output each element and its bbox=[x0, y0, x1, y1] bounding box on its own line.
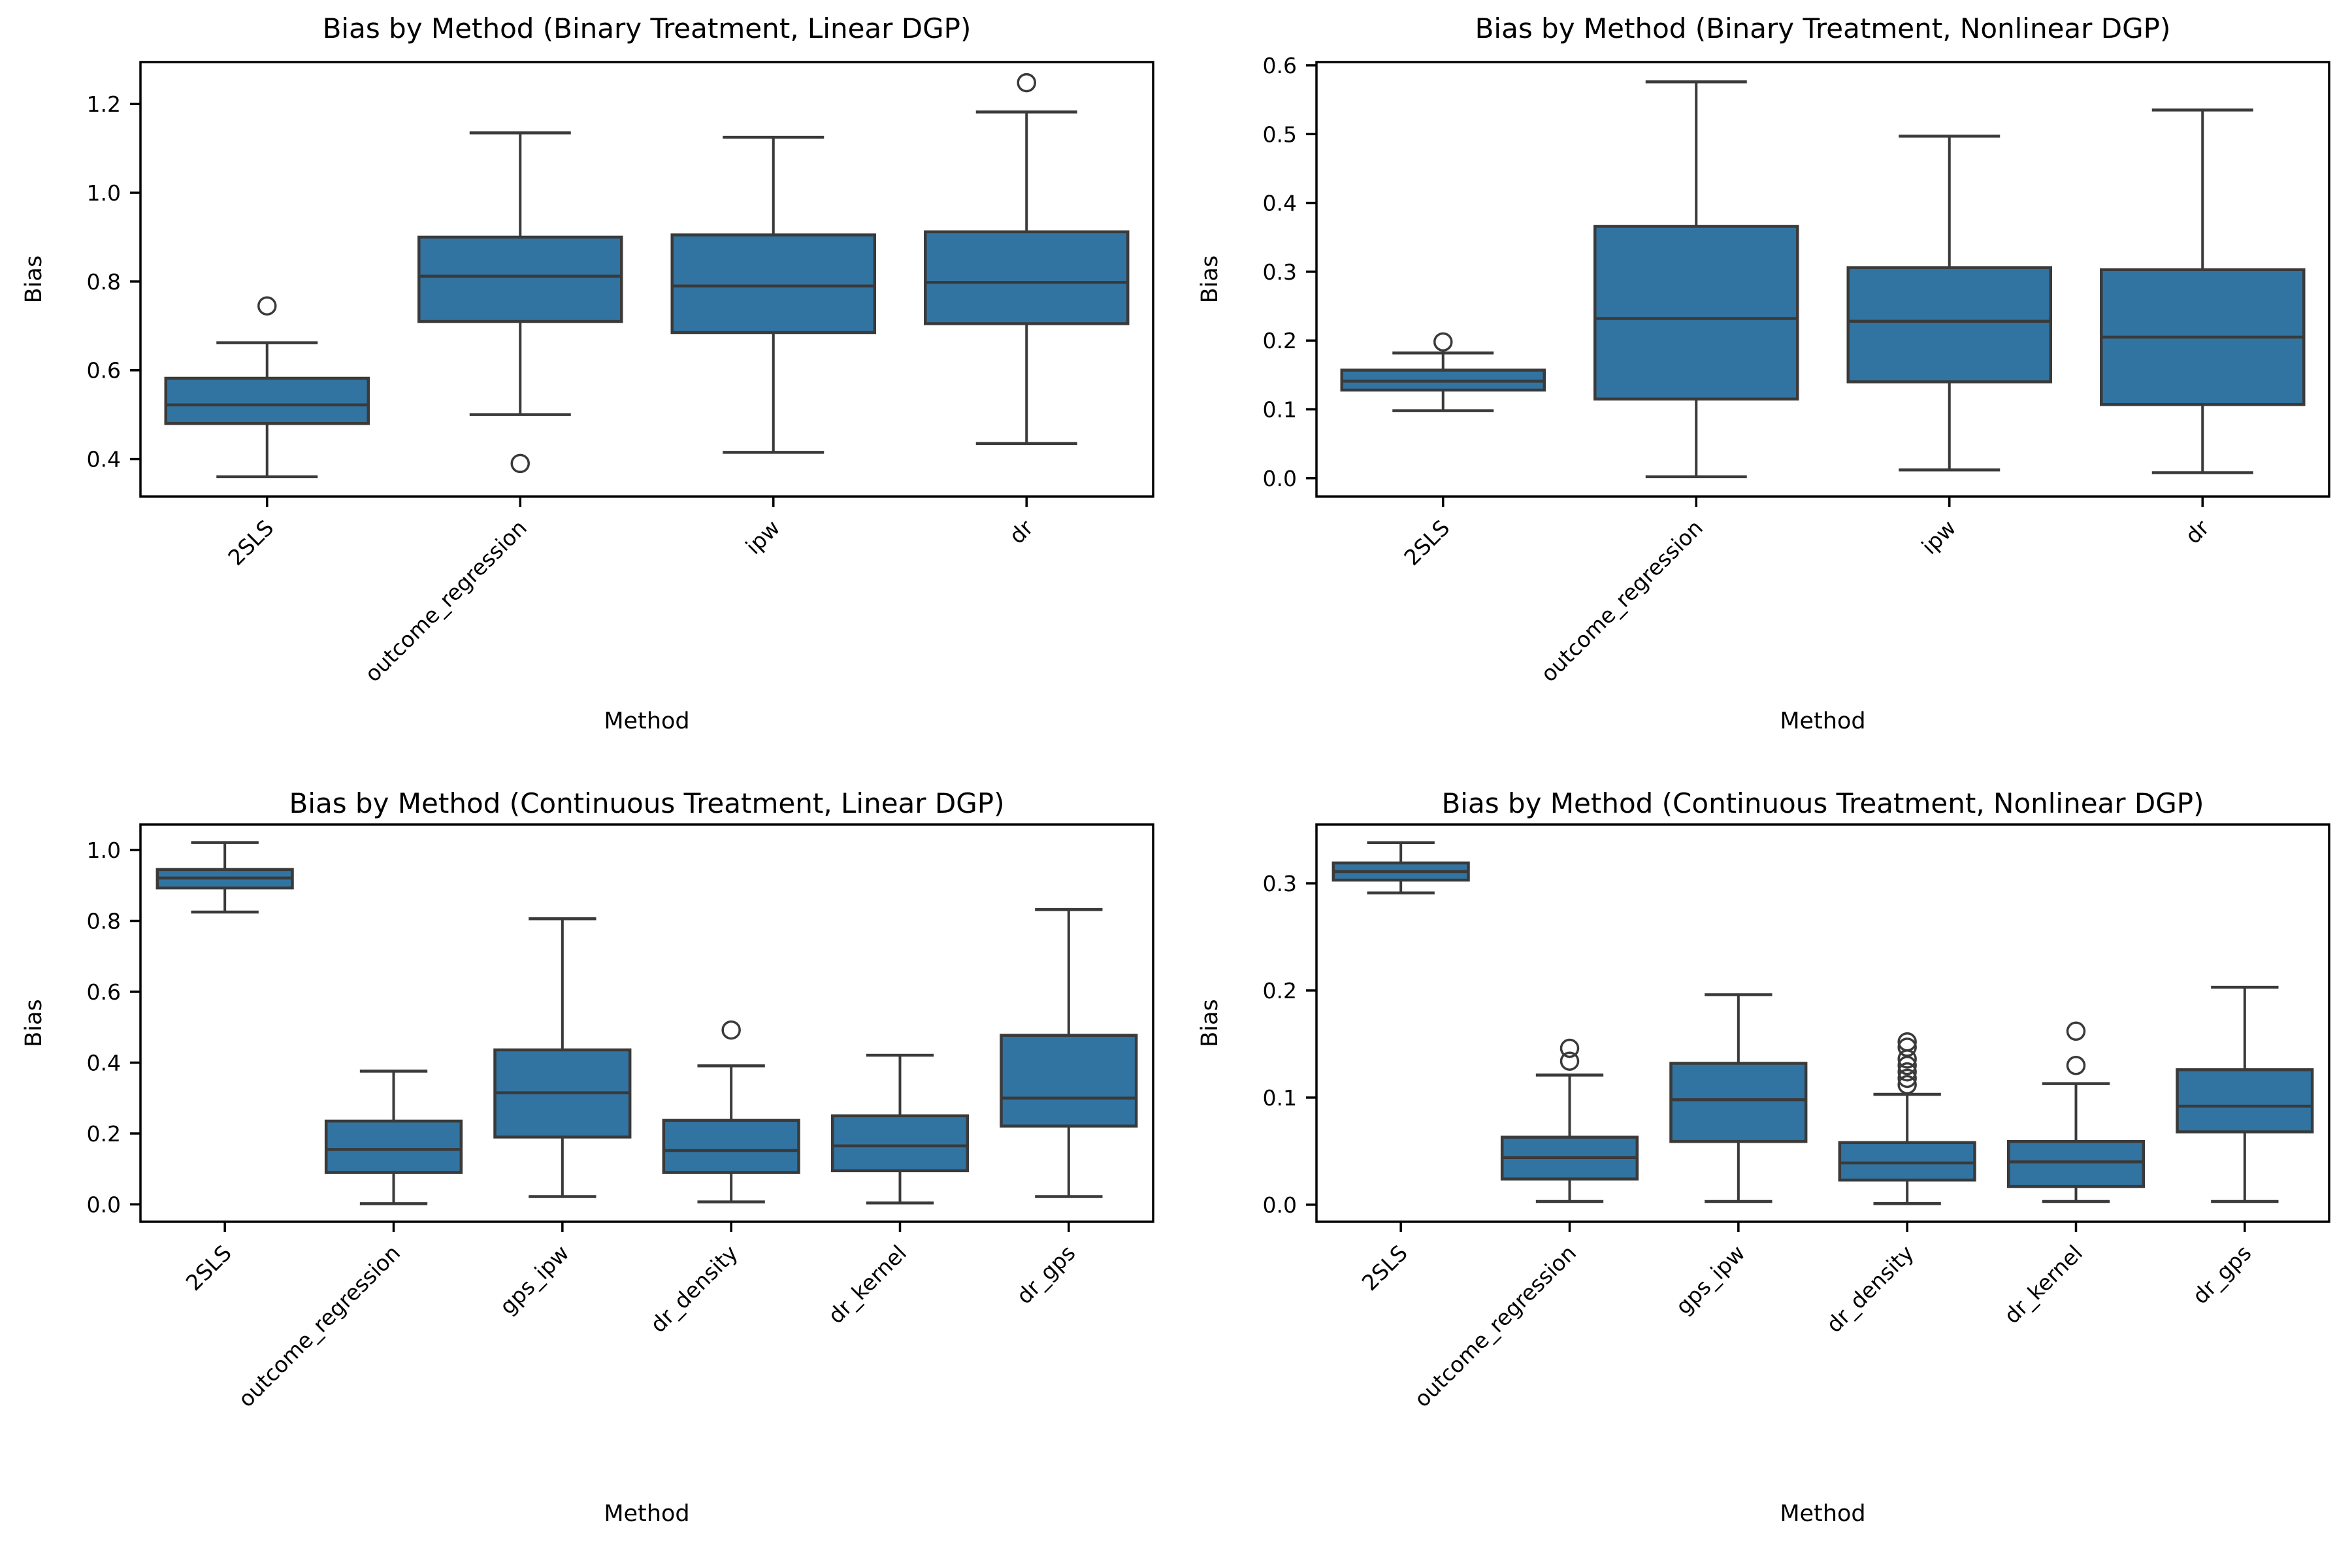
box-group bbox=[670, 135, 876, 454]
axes-frame bbox=[1315, 61, 2330, 498]
y-tick-label: 0.6 bbox=[1263, 53, 1297, 78]
outlier-point bbox=[1897, 1075, 1917, 1095]
y-tick-label: 0.0 bbox=[87, 1192, 121, 1217]
y-tick-label: 0.6 bbox=[87, 358, 121, 384]
y-tick-label: 0.1 bbox=[1263, 1085, 1297, 1111]
chart-title: Bias by Method (Binary Treatment, Linear… bbox=[323, 12, 972, 44]
y-tick-label: 0.8 bbox=[87, 909, 121, 934]
box-group bbox=[1000, 907, 1138, 1198]
outlier-point bbox=[1897, 1037, 1917, 1057]
outlier-point bbox=[1560, 1051, 1580, 1071]
box-group bbox=[830, 1053, 970, 1205]
subplot-continuous-linear: Bias by Method (Continuous Treatment, Li… bbox=[0, 784, 1176, 1568]
box bbox=[1669, 1062, 1808, 1143]
figure-background bbox=[1176, 784, 2352, 1568]
outlier-point bbox=[1433, 332, 1453, 352]
y-axis-label: Bias bbox=[1197, 255, 1223, 303]
box-group bbox=[493, 917, 632, 1198]
box-group bbox=[2006, 1021, 2146, 1203]
outlier-point bbox=[1560, 1038, 1580, 1058]
y-tick-label: 0.4 bbox=[1263, 191, 1297, 216]
box-group bbox=[662, 1020, 800, 1203]
chart-title: Bias by Method (Binary Treatment, Nonlin… bbox=[1475, 12, 2171, 44]
box-group bbox=[1846, 135, 2052, 472]
subplot-binary-nonlinear: Bias by Method (Binary Treatment, Nonlin… bbox=[1176, 0, 2352, 784]
box-group bbox=[155, 841, 294, 914]
y-tick-label: 0.6 bbox=[87, 979, 121, 1005]
outlier-point bbox=[1897, 1062, 1917, 1082]
y-axis-label: Bias bbox=[21, 255, 47, 303]
box-group bbox=[1340, 332, 1546, 412]
chart-title: Bias by Method (Continuous Treatment, No… bbox=[1441, 787, 2204, 819]
outlier-point bbox=[1897, 1032, 1917, 1052]
x-axis-label: Method bbox=[604, 1501, 689, 1527]
axes-frame bbox=[139, 823, 1154, 1223]
y-tick-label: 0.2 bbox=[87, 1121, 121, 1147]
box bbox=[164, 376, 370, 425]
y-axis-label: Bias bbox=[1197, 999, 1223, 1047]
x-axis-label: Method bbox=[1780, 708, 1865, 734]
box bbox=[662, 1119, 800, 1174]
y-tick-label: 0.2 bbox=[1263, 328, 1297, 353]
box-group bbox=[1669, 993, 1808, 1203]
boxplot-svg: Bias by Method (Continuous Treatment, Li… bbox=[0, 784, 1176, 1568]
subplot-continuous-nonlinear: Bias by Method (Continuous Treatment, No… bbox=[1176, 784, 2352, 1568]
box-group bbox=[1593, 80, 1799, 479]
y-tick-label: 0.3 bbox=[1263, 259, 1297, 285]
axes-frame bbox=[1315, 823, 2330, 1223]
box-group bbox=[1838, 1032, 1976, 1205]
outlier-point bbox=[2066, 1056, 2086, 1075]
box bbox=[670, 233, 876, 335]
outlier-point bbox=[257, 296, 277, 316]
box bbox=[1593, 225, 1799, 401]
box bbox=[2176, 1068, 2314, 1134]
y-tick-label: 0.2 bbox=[1263, 978, 1297, 1004]
box bbox=[1838, 1141, 1976, 1182]
box-group bbox=[417, 131, 623, 474]
box-group bbox=[1331, 841, 1470, 895]
subplot-binary-linear: Bias by Method (Binary Treatment, Linear… bbox=[0, 0, 1176, 784]
outlier-point bbox=[510, 453, 530, 474]
box bbox=[2006, 1139, 2146, 1188]
x-axis-label: Method bbox=[1780, 1501, 1865, 1527]
box-group bbox=[2176, 985, 2314, 1203]
chart-title: Bias by Method (Continuous Treatment, Li… bbox=[289, 787, 1004, 819]
boxplot-svg: Bias by Method (Continuous Treatment, No… bbox=[1176, 784, 2352, 1568]
outlier-point bbox=[1897, 1068, 1917, 1088]
outlier-point bbox=[721, 1020, 741, 1040]
y-tick-label: 1.0 bbox=[87, 838, 121, 863]
box bbox=[324, 1119, 463, 1174]
box bbox=[417, 235, 623, 323]
y-tick-label: 0.0 bbox=[1263, 466, 1297, 491]
box bbox=[1846, 266, 2052, 384]
y-tick-label: 1.2 bbox=[87, 91, 121, 117]
y-tick-label: 1.0 bbox=[87, 180, 121, 206]
y-tick-label: 0.0 bbox=[1263, 1192, 1297, 1218]
box bbox=[924, 230, 1130, 325]
outlier-point bbox=[2066, 1021, 2086, 1041]
y-tick-label: 0.1 bbox=[1263, 397, 1297, 423]
y-tick-label: 0.4 bbox=[87, 447, 121, 472]
boxplot-svg: Bias by Method (Binary Treatment, Linear… bbox=[0, 0, 1176, 784]
y-tick-label: 0.4 bbox=[87, 1050, 121, 1075]
box-group bbox=[324, 1070, 463, 1205]
y-tick-label: 0.8 bbox=[87, 269, 121, 295]
boxplot-svg: Bias by Method (Binary Treatment, Nonlin… bbox=[1176, 0, 2352, 784]
y-tick-label: 0.3 bbox=[1263, 871, 1297, 896]
outlier-point bbox=[1017, 73, 1036, 93]
y-axis-label: Bias bbox=[21, 999, 47, 1047]
outlier-point bbox=[1897, 1056, 1917, 1075]
box-group bbox=[164, 296, 370, 479]
figure-background bbox=[0, 784, 1176, 1568]
x-axis-label: Method bbox=[604, 708, 689, 734]
box-group bbox=[924, 73, 1130, 446]
box bbox=[1000, 1034, 1138, 1128]
box-group bbox=[2100, 108, 2306, 474]
axes-frame bbox=[139, 61, 1154, 498]
box bbox=[830, 1114, 970, 1173]
box-group bbox=[1500, 1038, 1639, 1203]
y-tick-label: 0.5 bbox=[1263, 122, 1297, 147]
